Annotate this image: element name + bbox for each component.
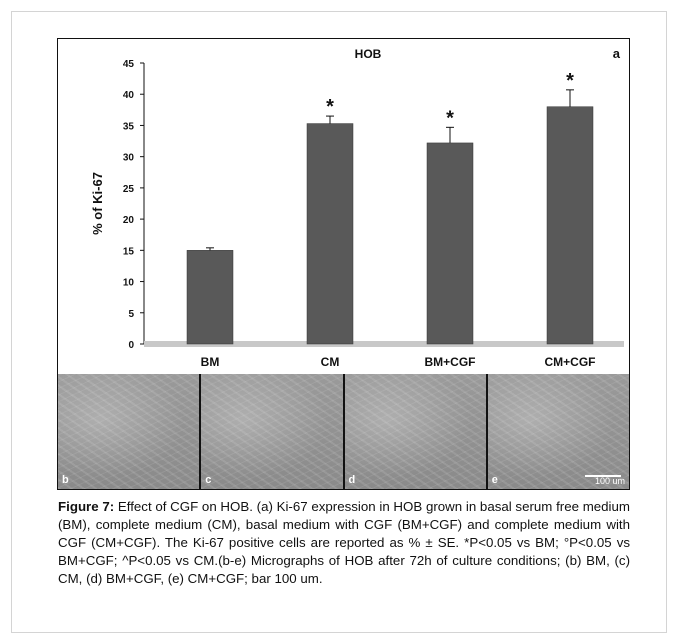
micrograph-label: b: [62, 474, 69, 486]
y-tick-label: 5: [128, 309, 134, 320]
caption-label: Figure 7:: [58, 499, 115, 514]
micrograph-panel: c: [201, 374, 345, 489]
x-tick-label: CM: [321, 355, 340, 369]
scale-bar-label: 100 um: [594, 476, 625, 486]
significance-marker: *: [566, 70, 574, 92]
bar-chart: HOB a 0 5 10 15 20 25 30 35 40 45 % of Ki-67 BM * CM * BM…: [90, 46, 624, 369]
bar: [306, 123, 354, 345]
bar: [546, 106, 594, 345]
figure-caption: Figure 7: Effect of CGF on HOB. (a) Ki-6…: [58, 498, 630, 588]
x-tick-label: BM+CGF: [425, 355, 476, 369]
micrograph-label: d: [348, 474, 356, 486]
y-tick-label: 45: [123, 59, 135, 70]
panel-letter: a: [613, 46, 621, 61]
y-tick-label: 40: [123, 90, 135, 101]
y-tick-label: 0: [128, 340, 134, 351]
y-tick-label: 10: [123, 278, 135, 289]
figure-panel: HOB a 0 5 10 15 20 25 30 35 40 45 % of Ki-67 BM * CM * BM…: [57, 38, 630, 490]
y-tick-label: 35: [123, 121, 135, 132]
micrograph-panel: b: [58, 374, 202, 489]
micrograph-label: c: [205, 474, 212, 486]
y-axis-label: % of Ki-67: [90, 172, 105, 235]
significance-marker: *: [446, 107, 454, 129]
y-tick-label: 15: [123, 246, 135, 257]
y-tick-label: 20: [123, 215, 135, 226]
bar: [426, 142, 474, 345]
significance-marker: *: [326, 96, 334, 118]
micrograph-panel: d: [344, 374, 488, 489]
chart-title: HOB: [355, 47, 382, 61]
bar: [186, 250, 234, 345]
micrograph-strip: b c d e 100 um: [58, 374, 629, 489]
caption-text: Effect of CGF on HOB. (a) Ki-67 expressi…: [58, 499, 630, 586]
micrograph-panel: e 100 um: [487, 374, 629, 489]
y-tick-label: 30: [123, 153, 135, 164]
y-tick-label: 25: [123, 184, 135, 195]
scale-bar: [585, 475, 621, 477]
x-tick-label: BM: [201, 355, 220, 369]
micrograph-label: e: [491, 474, 498, 486]
x-tick-label: CM+CGF: [545, 355, 596, 369]
